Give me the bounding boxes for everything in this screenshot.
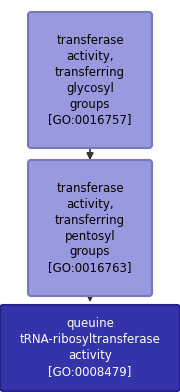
FancyBboxPatch shape: [0, 305, 180, 391]
Text: transferase
activity,
transferring
pentosyl
groups
[GO:0016763]: transferase activity, transferring pento…: [48, 181, 132, 274]
FancyBboxPatch shape: [28, 160, 152, 296]
Text: transferase
activity,
transferring
glycosyl
groups
[GO:0016757]: transferase activity, transferring glyco…: [48, 33, 132, 127]
Text: queuine
tRNA-ribosyltransferase
activity
[GO:0008479]: queuine tRNA-ribosyltransferase activity…: [20, 318, 160, 379]
FancyBboxPatch shape: [28, 12, 152, 148]
